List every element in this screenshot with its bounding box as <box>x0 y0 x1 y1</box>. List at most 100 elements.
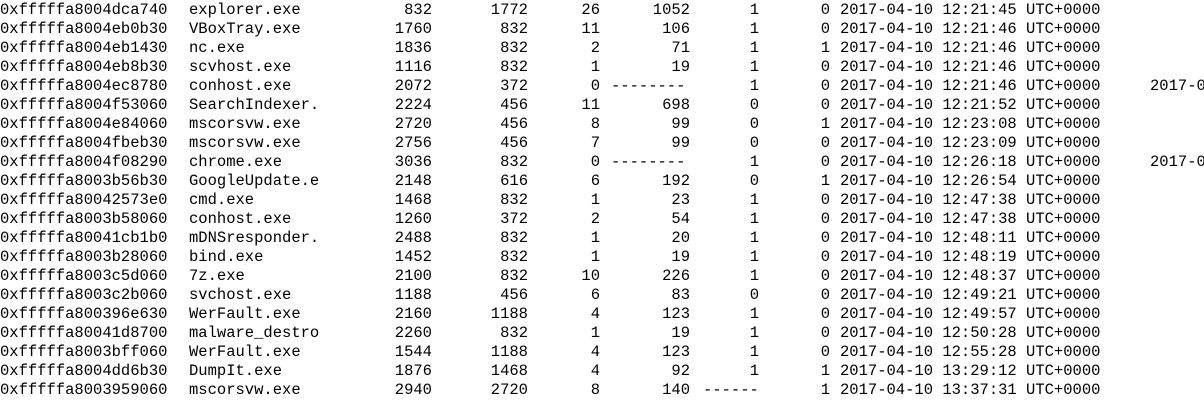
process-hnds-cell: 140 <box>662 381 690 399</box>
process-ppid-cell: 1188 <box>490 343 528 361</box>
process-start-cell: 2017-04-10 12:21:46 UTC+0000 <box>840 20 1101 38</box>
process-name-cell: DumpIt.exe <box>189 362 283 380</box>
process-sess-cell: 1 <box>749 191 759 209</box>
process-row: 0xfffffa8003959060 mscorsvw.exe 2940 2720 8 1… <box>0 381 1204 400</box>
process-name-cell: malware_destro <box>189 324 320 342</box>
process-hnds-cell: 123 <box>662 305 690 323</box>
process-pid-cell: 832 <box>404 1 432 19</box>
process-ppid-cell: 832 <box>500 324 528 342</box>
process-hnds-cell: 71 <box>671 39 690 57</box>
process-offset-cell: 0xfffffa8004ec8780 <box>0 77 168 95</box>
process-wow64-cell: 1 <box>820 115 830 133</box>
process-name-cell: GoogleUpdate.e <box>189 172 320 190</box>
process-ppid-cell: 832 <box>500 153 528 171</box>
process-start-cell: 2017-04-10 12:47:38 UTC+0000 <box>840 210 1101 228</box>
process-offset-cell: 0xfffffa8004fbeb30 <box>0 134 168 152</box>
process-start-cell: 2017-04-10 12:26:18 UTC+0000 <box>840 153 1101 171</box>
process-thds-cell: 11 <box>581 20 600 38</box>
process-start-cell: 2017-04-10 12:55:28 UTC+0000 <box>840 343 1101 361</box>
process-sess-cell: 1 <box>749 210 759 228</box>
process-hnds-cell: 20 <box>671 229 690 247</box>
process-wow64-cell: 0 <box>820 343 830 361</box>
process-start-cell: 2017-04-10 12:49:21 UTC+0000 <box>840 286 1101 304</box>
process-pid-cell: 2260 <box>394 324 432 342</box>
process-start-cell: 2017-04-10 12:26:54 UTC+0000 <box>840 172 1101 190</box>
process-hnds-cell: 1052 <box>652 1 690 19</box>
process-pid-cell: 1116 <box>394 58 432 76</box>
process-pid-cell: 2488 <box>394 229 432 247</box>
process-ppid-cell: 1188 <box>490 305 528 323</box>
process-name-cell: mDNSresponder. <box>189 229 320 247</box>
process-wow64-cell: 0 <box>820 286 830 304</box>
process-name-cell: WerFault.exe <box>189 343 301 361</box>
process-sess-cell: 1 <box>749 58 759 76</box>
process-name-cell: mscorsvw.exe <box>189 115 301 133</box>
process-name-cell: cmd.exe <box>189 191 255 209</box>
process-ppid-cell: 372 <box>500 210 528 228</box>
process-offset-cell: 0xfffffa80042573e0 <box>0 191 168 209</box>
process-thds-cell: 4 <box>590 343 600 361</box>
process-sess-cell: 0 <box>749 172 759 190</box>
process-sess-cell: 1 <box>749 77 759 95</box>
process-offset-cell: 0xfffffa8004dd6b30 <box>0 362 168 380</box>
process-name-cell: mscorsvw.exe <box>189 134 301 152</box>
process-pid-cell: 2160 <box>394 305 432 323</box>
process-row: 0xfffffa8003b58060 conhost.exe 1260 372 2 54 1… <box>0 210 1204 229</box>
process-hnds-cell: -------- <box>611 153 686 171</box>
process-hnds-cell: 54 <box>671 210 690 228</box>
process-start-cell: 2017-04-10 12:21:45 UTC+0000 <box>840 1 1101 19</box>
process-thds-cell: 4 <box>590 305 600 323</box>
process-hnds-cell: 19 <box>671 248 690 266</box>
process-sess-cell: 1 <box>749 248 759 266</box>
process-pid-cell: 1468 <box>394 191 432 209</box>
process-ppid-cell: 456 <box>500 96 528 114</box>
process-hnds-cell: 19 <box>671 324 690 342</box>
process-thds-cell: 1 <box>590 191 600 209</box>
process-name-cell: chrome.exe <box>189 153 283 171</box>
process-ppid-cell: 2720 <box>490 381 528 399</box>
process-pid-cell: 2224 <box>394 96 432 114</box>
process-wow64-cell: 1 <box>820 39 830 57</box>
process-sess-cell: 1 <box>749 343 759 361</box>
process-offset-cell: 0xfffffa8003c2b060 <box>0 286 168 304</box>
process-thds-cell: 11 <box>581 96 600 114</box>
process-wow64-cell: 0 <box>820 20 830 38</box>
process-offset-cell: 0xfffffa8003b56b30 <box>0 172 168 190</box>
process-thds-cell: 6 <box>590 286 600 304</box>
process-thds-cell: 8 <box>590 115 600 133</box>
process-start-cell: 2017-04-10 12:47:38 UTC+0000 <box>840 191 1101 209</box>
process-sess-cell: 1 <box>749 305 759 323</box>
process-ppid-cell: 832 <box>500 191 528 209</box>
process-exit-cell: 2017-0 <box>1150 153 1204 171</box>
process-hnds-cell: 698 <box>662 96 690 114</box>
process-sess-cell: 1 <box>749 229 759 247</box>
process-hnds-cell: 226 <box>662 267 690 285</box>
process-row: 0xfffffa8003bff060 WerFault.exe 1544 1188 4 1… <box>0 343 1204 362</box>
process-ppid-cell: 1468 <box>490 362 528 380</box>
process-thds-cell: 1 <box>590 58 600 76</box>
process-pid-cell: 2756 <box>394 134 432 152</box>
process-offset-cell: 0xfffffa800396e630 <box>0 305 168 323</box>
process-offset-cell: 0xfffffa8003bff060 <box>0 343 168 361</box>
process-hnds-cell: 192 <box>662 172 690 190</box>
process-hnds-cell: 19 <box>671 58 690 76</box>
process-thds-cell: 1 <box>590 248 600 266</box>
process-ppid-cell: 832 <box>500 39 528 57</box>
process-hnds-cell: 106 <box>662 20 690 38</box>
process-pid-cell: 1544 <box>394 343 432 361</box>
process-pid-cell: 1260 <box>394 210 432 228</box>
process-sess-cell: 0 <box>749 286 759 304</box>
process-hnds-cell: 123 <box>662 343 690 361</box>
process-hnds-cell: 23 <box>671 191 690 209</box>
process-row: 0xfffffa8004fbeb30 mscorsvw.exe 2756 456 7 99… <box>0 134 1204 153</box>
process-pid-cell: 2072 <box>394 77 432 95</box>
process-thds-cell: 6 <box>590 172 600 190</box>
process-wow64-cell: 0 <box>820 191 830 209</box>
process-name-cell: bind.exe <box>189 248 264 266</box>
process-offset-cell: 0xfffffa8004f08290 <box>0 153 168 171</box>
process-wow64-cell: 1 <box>820 362 830 380</box>
process-sess-cell: 1 <box>749 267 759 285</box>
process-start-cell: 2017-04-10 12:48:37 UTC+0000 <box>840 267 1101 285</box>
process-offset-cell: 0xfffffa8004e84060 <box>0 115 168 133</box>
process-row: 0xfffffa8003b28060 bind.exe 1452 832 1 19 1 0 20… <box>0 248 1204 267</box>
